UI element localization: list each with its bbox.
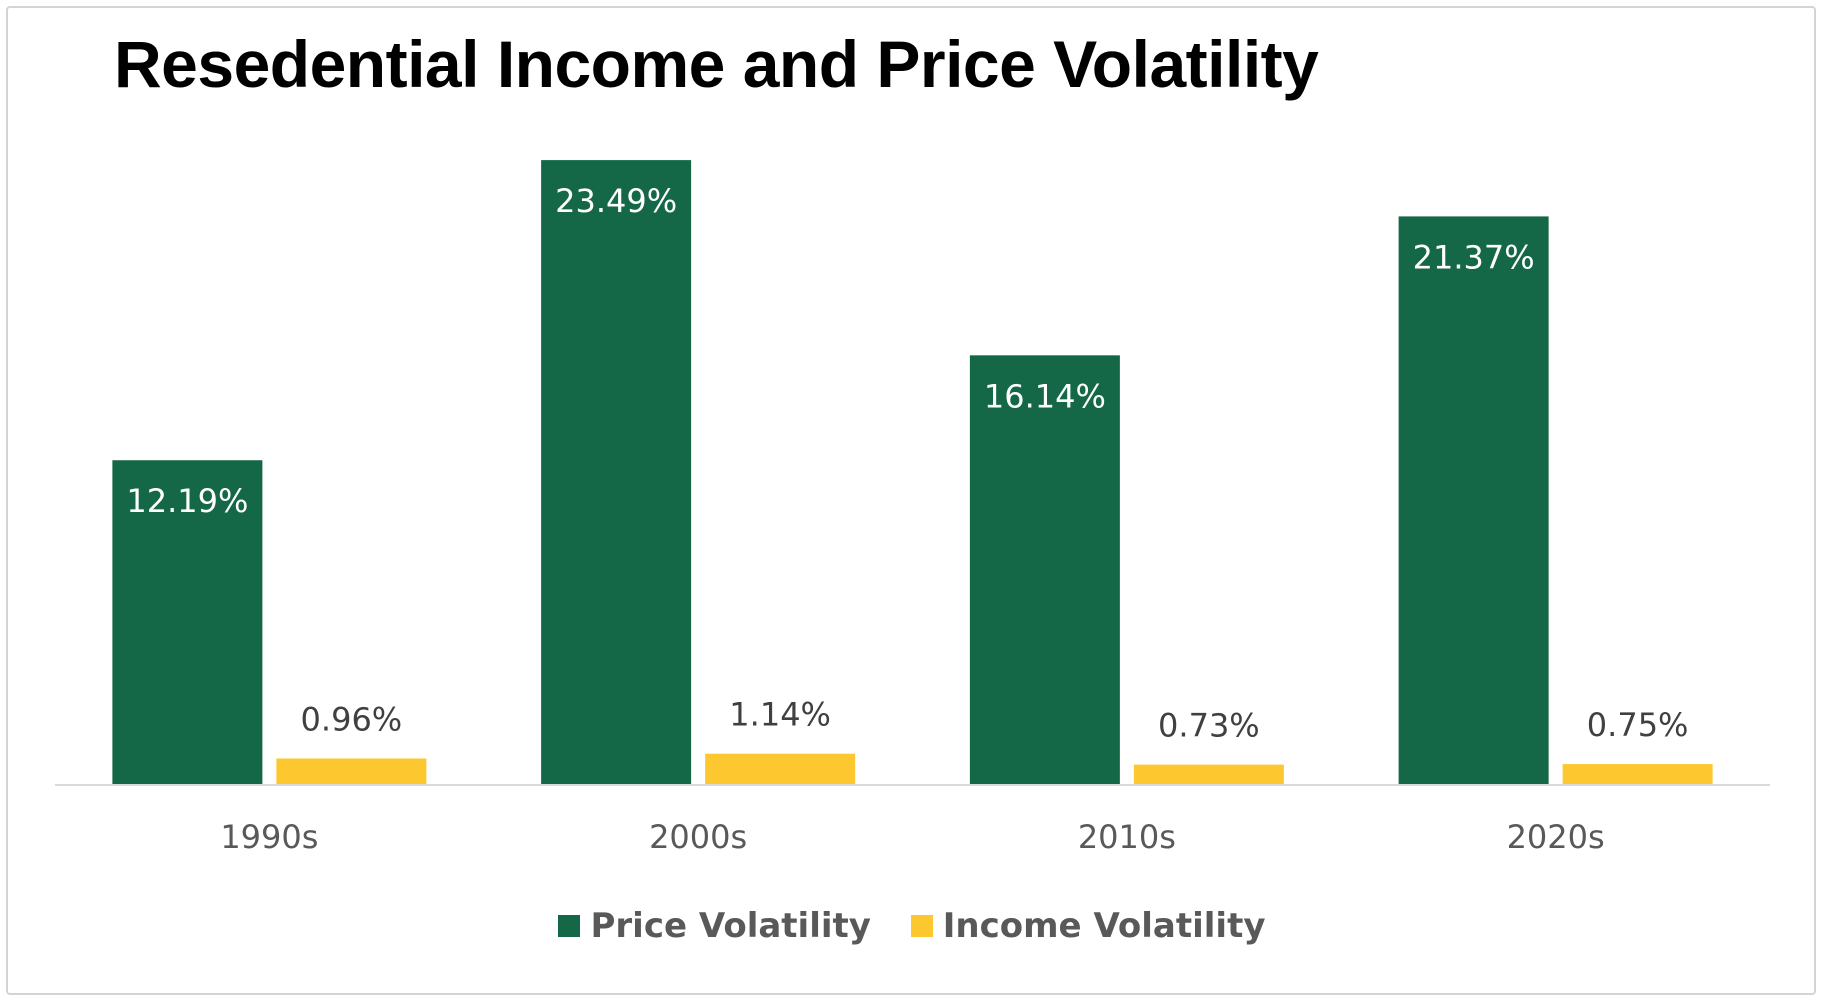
- chart-title: Resedential Income and Price Volatility: [114, 27, 1319, 101]
- legend-label-price: Price Volatility: [590, 906, 871, 946]
- bar-price-2020s: [1398, 216, 1549, 785]
- data-label-price-2020s: 21.37%: [1413, 238, 1535, 276]
- bar-income-2010s: [1133, 764, 1284, 784]
- data-label-income-2010s: 0.73%: [1158, 707, 1260, 745]
- data-label-price-2000s: 23.49%: [555, 182, 677, 220]
- bar-income-1990s: [276, 758, 427, 784]
- data-label-income-1990s: 0.96%: [301, 701, 403, 739]
- x-tick-label-2020s: 2020s: [1507, 818, 1605, 856]
- bar-price-2010s: [969, 355, 1120, 784]
- data-label-price-2010s: 16.14%: [984, 377, 1106, 415]
- legend-item-price: Price Volatility: [558, 906, 871, 946]
- data-label-price-1990s: 12.19%: [126, 482, 248, 520]
- bar-price-1990s: [112, 460, 263, 784]
- data-label-income-2000s: 1.14%: [729, 696, 831, 734]
- x-tick-label-2010s: 2010s: [1078, 818, 1176, 856]
- legend-label-income: Income Volatility: [942, 906, 1266, 946]
- bar-price-2000s: [541, 160, 692, 785]
- legend-swatch-income: [910, 915, 933, 937]
- data-label-income-2020s: 0.75%: [1587, 706, 1689, 744]
- legend-swatch-price: [558, 915, 581, 937]
- x-tick-label-2000s: 2000s: [649, 818, 747, 856]
- x-tick-label-1990s: 1990s: [220, 818, 318, 856]
- legend: Price Volatility Income Volatility: [0, 906, 1824, 946]
- bar-income-2020s: [1562, 764, 1713, 784]
- bar-income-2000s: [705, 753, 856, 784]
- legend-item-income: Income Volatility: [910, 906, 1266, 946]
